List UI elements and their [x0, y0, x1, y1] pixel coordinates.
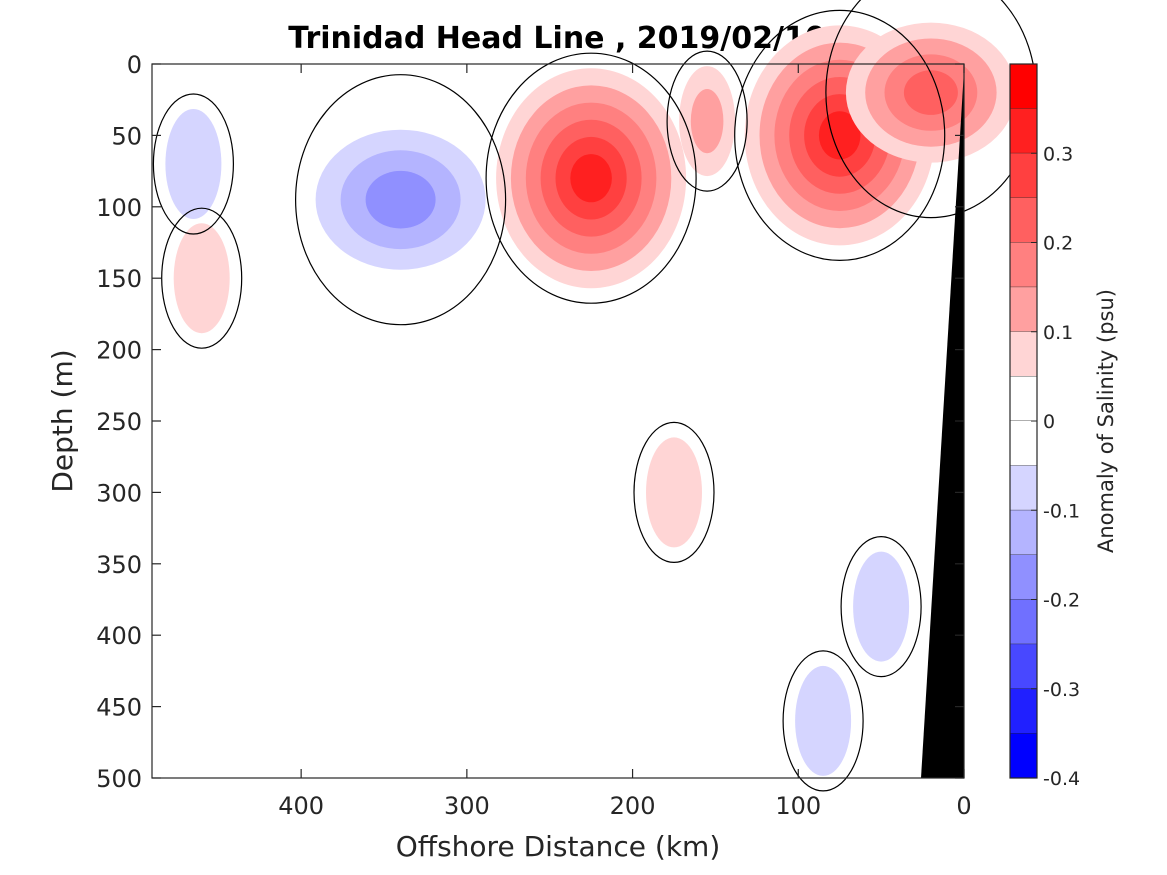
- anomaly-level-fill: [165, 109, 222, 219]
- colorbar-tick-label: 0.1: [1043, 322, 1073, 344]
- x-tick-label: 0: [956, 792, 971, 820]
- colorbar-swatch: [1010, 108, 1037, 154]
- anomaly-level-fill: [646, 437, 702, 548]
- zero-contour-line: [633, 421, 715, 563]
- x-tick-label: 300: [444, 792, 490, 820]
- anomaly-region: [845, 22, 1016, 163]
- zero-contour-line: [295, 74, 507, 326]
- y-tick-label: 100: [96, 194, 142, 222]
- anomaly-region: [496, 68, 687, 289]
- colorbar-label: Anomaly of Salinity (psu): [1094, 289, 1118, 553]
- anomaly-level-fill: [173, 223, 230, 334]
- colorbar-swatch: [1010, 644, 1037, 690]
- y-tick-label: 150: [96, 265, 142, 293]
- colorbar-swatch: [1010, 153, 1037, 199]
- colorbar-swatch: [1010, 376, 1037, 422]
- colorbar-swatch: [1010, 733, 1037, 779]
- x-tick-label: 400: [278, 792, 324, 820]
- colorbar-swatch: [1010, 554, 1037, 601]
- anomaly-region: [173, 223, 230, 334]
- chart-title: Trinidad Head Line , 2019/02/10: [288, 21, 825, 56]
- colorbar: 0.3 0.2 0.1 0 -0.1 -0.2 -0.3 -0.4: [1009, 63, 1080, 790]
- zero-contour-line: [161, 207, 243, 349]
- colorbar-tick-label: -0.1: [1043, 500, 1080, 522]
- anomaly-level-fill: [365, 170, 436, 229]
- y-tick-label: 350: [96, 551, 142, 579]
- anomaly-region: [795, 665, 852, 776]
- colorbar-swatch: [1010, 465, 1037, 511]
- colorbar-swatch: [1010, 242, 1037, 288]
- y-tick-label: 450: [96, 694, 142, 722]
- colorbar-swatch: [1010, 421, 1037, 467]
- y-tick-label: 50: [111, 122, 142, 150]
- zero-contour-line: [485, 52, 697, 304]
- colorbar-tick-label: 0.3: [1043, 143, 1073, 165]
- y-axis: 0 50 100 150 200 250 300 350 400 450 500: [96, 51, 964, 793]
- anomaly-region: [315, 129, 486, 270]
- colorbar-swatch: [1010, 287, 1037, 333]
- plot-area: [151, 0, 1037, 792]
- zero-contour-line: [666, 50, 748, 192]
- y-tick-label: 300: [96, 479, 142, 507]
- colorbar-swatch: [1010, 331, 1037, 377]
- anomaly-region: [646, 437, 702, 548]
- anomaly-level-fill: [795, 665, 852, 776]
- anomaly-level-fill: [570, 154, 612, 203]
- y-tick-label: 400: [96, 622, 142, 650]
- y-tick-label: 200: [96, 337, 142, 365]
- colorbar-tick-label: 0: [1043, 411, 1055, 433]
- colorbar-swatch: [1010, 688, 1037, 734]
- y-tick-label: 500: [96, 765, 142, 793]
- y-tick-label: 250: [96, 408, 142, 436]
- x-axis-label: Offshore Distance (km): [396, 830, 721, 863]
- colorbar-swatch: [1010, 599, 1037, 645]
- x-tick-label: 100: [775, 792, 821, 820]
- x-tick-label: 200: [610, 792, 656, 820]
- y-axis-label: Depth (m): [46, 349, 79, 492]
- anomaly-level-fill: [853, 551, 910, 662]
- colorbar-swatch: [1010, 64, 1037, 110]
- anomaly-region: [679, 66, 736, 177]
- colorbar-swatch: [1010, 510, 1037, 556]
- zero-contour-line: [152, 93, 234, 235]
- anomaly-level-fill: [690, 89, 724, 154]
- colorbar-tick-label: -0.4: [1043, 768, 1080, 790]
- zero-contour-line: [734, 9, 946, 261]
- colorbar-tick-label: -0.3: [1043, 679, 1080, 701]
- colorbar-tick-label: 0.2: [1043, 233, 1073, 255]
- anomaly-region: [165, 109, 222, 219]
- colorbar-tick-label: -0.2: [1043, 590, 1080, 612]
- anomaly-region: [853, 551, 910, 662]
- anomaly-level-fill: [903, 70, 958, 115]
- y-tick-label: 0: [127, 51, 142, 79]
- x-axis: 400 300 200 100 0: [278, 64, 972, 820]
- colorbar-swatch: [1010, 197, 1037, 243]
- bathymetry-shelf: [921, 70, 964, 778]
- zero-contour-line: [840, 535, 922, 678]
- zero-contour-line: [782, 650, 864, 792]
